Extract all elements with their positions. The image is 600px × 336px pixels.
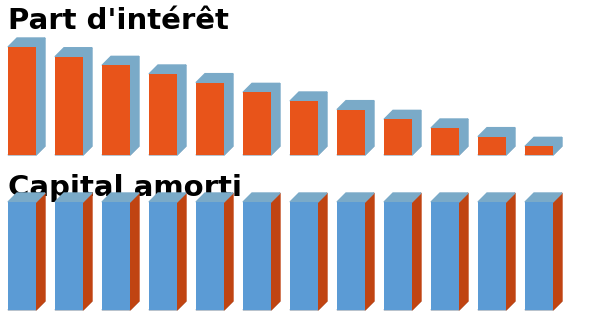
Bar (243, 92, 271, 155)
Polygon shape (177, 65, 186, 155)
Bar (478, 202, 506, 310)
Polygon shape (83, 48, 92, 155)
Polygon shape (337, 146, 374, 155)
Polygon shape (149, 193, 186, 202)
Polygon shape (8, 146, 45, 155)
Polygon shape (478, 193, 515, 202)
Bar (102, 202, 130, 310)
Polygon shape (553, 137, 562, 155)
Polygon shape (243, 83, 280, 92)
Bar (8, 202, 36, 310)
Polygon shape (459, 193, 468, 310)
Polygon shape (102, 301, 139, 310)
Polygon shape (384, 193, 421, 202)
Polygon shape (459, 119, 468, 155)
Polygon shape (431, 301, 468, 310)
Polygon shape (365, 101, 374, 155)
Polygon shape (431, 146, 468, 155)
Polygon shape (243, 301, 280, 310)
Polygon shape (290, 301, 327, 310)
Polygon shape (102, 146, 139, 155)
Polygon shape (506, 128, 515, 155)
Polygon shape (196, 146, 233, 155)
Bar (290, 101, 318, 155)
Polygon shape (318, 193, 327, 310)
Polygon shape (224, 74, 233, 155)
Polygon shape (149, 65, 186, 74)
Polygon shape (506, 193, 515, 310)
Polygon shape (384, 110, 421, 119)
Polygon shape (290, 193, 327, 202)
Bar (384, 202, 412, 310)
Polygon shape (36, 193, 45, 310)
Polygon shape (149, 301, 186, 310)
Polygon shape (384, 301, 421, 310)
Polygon shape (525, 137, 562, 146)
Bar (525, 202, 553, 310)
Bar (290, 202, 318, 310)
Polygon shape (337, 101, 374, 110)
Bar (431, 128, 459, 155)
Bar (196, 202, 224, 310)
Bar (337, 110, 365, 155)
Polygon shape (196, 193, 233, 202)
Bar (337, 202, 365, 310)
Polygon shape (384, 146, 421, 155)
Polygon shape (8, 193, 45, 202)
Polygon shape (36, 38, 45, 155)
Polygon shape (290, 92, 327, 101)
Polygon shape (525, 193, 562, 202)
Polygon shape (130, 56, 139, 155)
Polygon shape (196, 74, 233, 83)
Polygon shape (365, 193, 374, 310)
Polygon shape (553, 193, 562, 310)
Bar (8, 47, 36, 155)
Bar (384, 119, 412, 155)
Bar (102, 66, 130, 155)
Polygon shape (149, 146, 186, 155)
Polygon shape (412, 193, 421, 310)
Polygon shape (243, 146, 280, 155)
Polygon shape (8, 301, 45, 310)
Polygon shape (55, 193, 92, 202)
Polygon shape (337, 193, 374, 202)
Polygon shape (318, 92, 327, 155)
Bar (478, 137, 506, 155)
Polygon shape (525, 146, 562, 155)
Bar (149, 202, 177, 310)
Polygon shape (55, 146, 92, 155)
Bar (431, 202, 459, 310)
Polygon shape (130, 193, 139, 310)
Text: Capital amorti: Capital amorti (8, 174, 242, 202)
Polygon shape (431, 119, 468, 128)
Polygon shape (102, 193, 139, 202)
Polygon shape (102, 56, 139, 66)
Bar (243, 202, 271, 310)
Bar (196, 83, 224, 155)
Polygon shape (243, 193, 280, 202)
Polygon shape (196, 301, 233, 310)
Polygon shape (55, 48, 92, 57)
Polygon shape (431, 193, 468, 202)
Polygon shape (290, 146, 327, 155)
Polygon shape (55, 301, 92, 310)
Bar (55, 57, 83, 155)
Polygon shape (337, 301, 374, 310)
Text: Part d'intérêt: Part d'intérêt (8, 7, 229, 35)
Polygon shape (525, 301, 562, 310)
Bar (149, 74, 177, 155)
Bar (525, 146, 553, 155)
Polygon shape (177, 193, 186, 310)
Polygon shape (478, 146, 515, 155)
Bar (55, 202, 83, 310)
Polygon shape (271, 193, 280, 310)
Polygon shape (224, 193, 233, 310)
Polygon shape (8, 38, 45, 47)
Polygon shape (478, 301, 515, 310)
Polygon shape (412, 110, 421, 155)
Polygon shape (271, 83, 280, 155)
Polygon shape (83, 193, 92, 310)
Polygon shape (478, 128, 515, 137)
